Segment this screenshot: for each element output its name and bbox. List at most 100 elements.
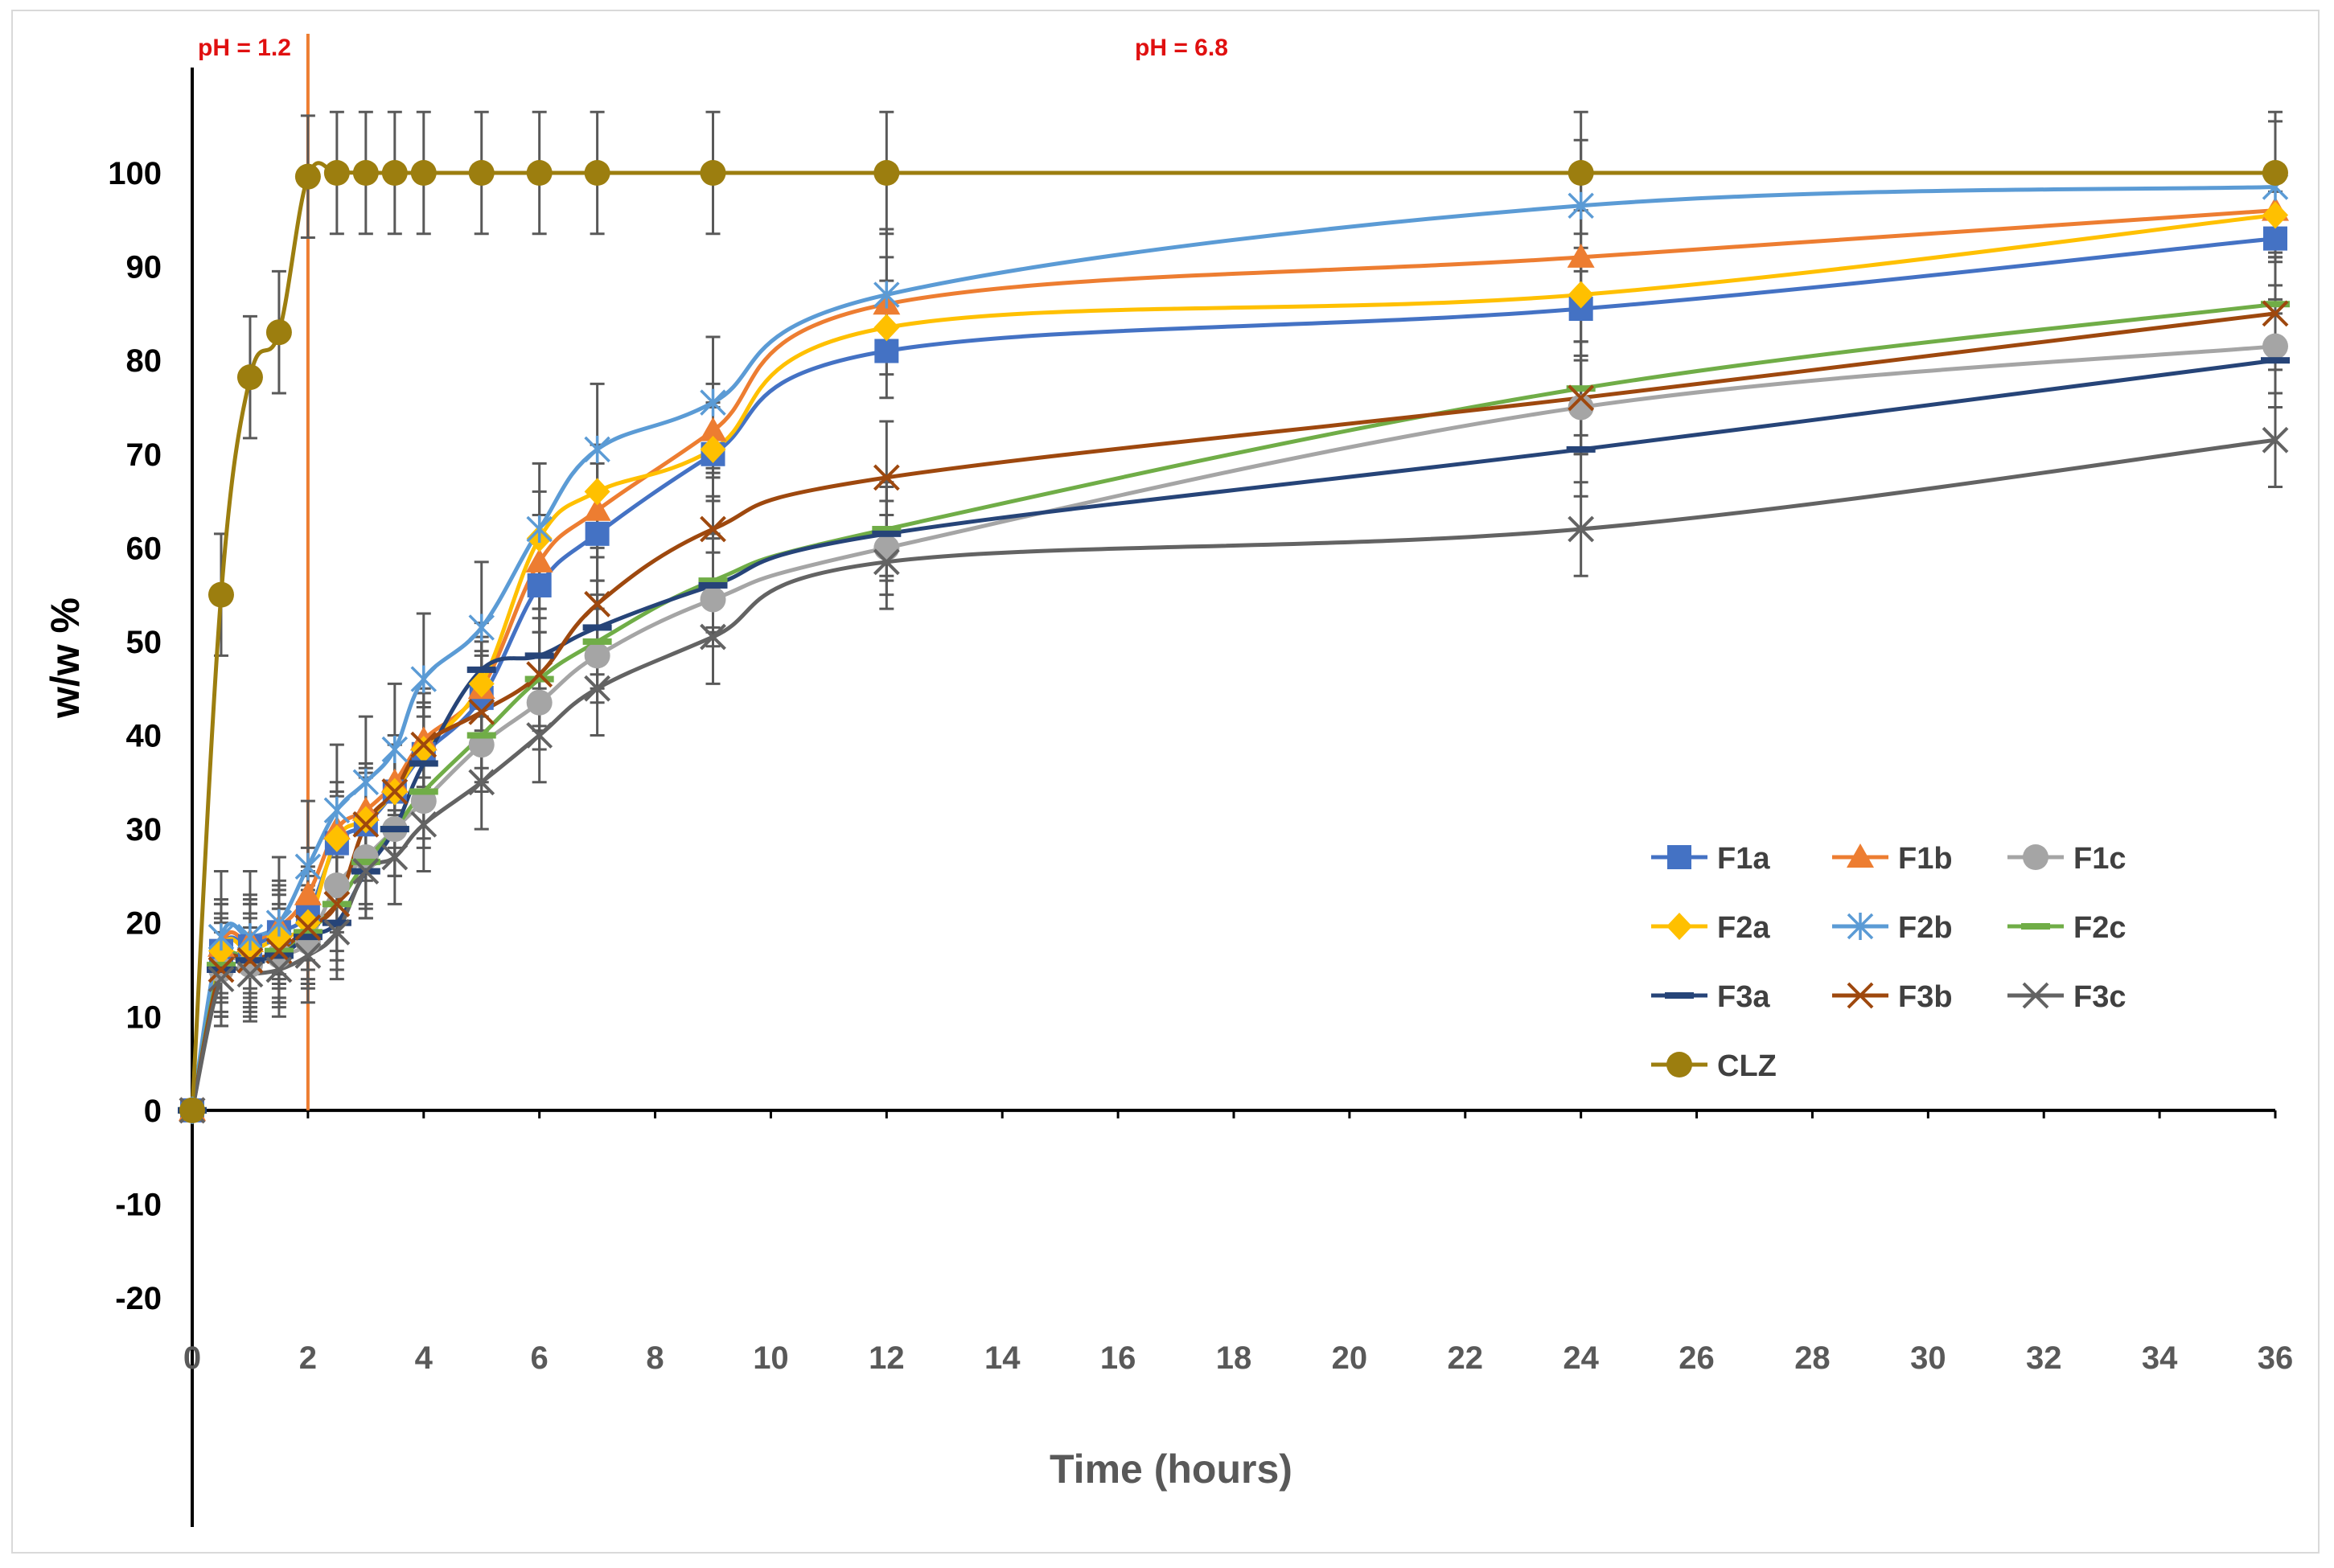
data-point-clz [294, 163, 321, 190]
data-point-f2c [351, 858, 380, 865]
data-point-f1b [583, 496, 611, 521]
legend-marker-f3c [2022, 982, 2049, 1009]
y-tick-label: 80 [126, 343, 162, 379]
legend-marker-f1a [1667, 845, 1691, 869]
legend-label-f1c: F1c [2073, 842, 2126, 876]
x-tick-label: 26 [1679, 1340, 1715, 1376]
data-point-f3b [1568, 384, 1595, 412]
series-line-clz [190, 161, 2275, 1110]
data-point-f3c [294, 942, 322, 969]
data-point-f2b [468, 614, 495, 642]
data-point-clz [584, 160, 610, 186]
legend-marker-f3a [1665, 992, 1694, 999]
data-point-f3a [322, 919, 351, 926]
data-point-f2a [410, 735, 437, 763]
legend-label-f3a: F3a [1717, 980, 1770, 1014]
data-point-f2c [466, 732, 496, 739]
data-point-f1a [527, 573, 552, 597]
legend-marker-f1b [1847, 844, 1874, 868]
data-point-f1b [1567, 243, 1595, 268]
x-tick-label: 22 [1448, 1340, 1484, 1376]
x-tick-label: 8 [646, 1340, 664, 1376]
x-tick-label: 32 [2026, 1340, 2062, 1376]
data-point-f3b [208, 956, 235, 983]
annotation-ph-neutral: pH = 6.8 [1135, 35, 1228, 61]
annotation-ph-acid: pH = 1.2 [198, 35, 291, 61]
data-point-f1c [352, 844, 379, 871]
data-point-f1a [2263, 226, 2287, 251]
data-point-f2b [208, 923, 235, 951]
data-point-f3a [582, 624, 612, 631]
data-point-f3b [2262, 300, 2289, 327]
data-point-clz [265, 319, 292, 346]
data-point-f2b [294, 852, 322, 880]
data-point-f3b [468, 698, 495, 725]
data-point-f3c [208, 966, 235, 993]
legend-label-f3b: F3b [1898, 980, 1953, 1014]
data-point-f2b [526, 515, 553, 544]
data-point-f3b [323, 890, 351, 917]
data-point-f1c [1568, 394, 1594, 421]
data-point-f3c [352, 858, 380, 885]
series-line-f3a [190, 358, 2276, 1111]
data-point-f1b [294, 880, 322, 905]
data-point-clz [468, 160, 495, 186]
legend-item-f2b: F2b [1832, 911, 1953, 945]
data-point-f3b [584, 590, 611, 618]
chart-frame: -20 -10 0 10 20 30 40 50 60 70 80 90 100 0 2 4 6 8 10 12 14 1… [11, 10, 2320, 1554]
series-line-f2a [190, 212, 2276, 1111]
legend-marker-f2a [1666, 913, 1692, 940]
x-tick-label: 14 [984, 1340, 1021, 1376]
data-point-f2b [1568, 191, 1594, 220]
data-point-f1c [2262, 333, 2288, 359]
data-point-f2b [381, 735, 409, 763]
legend-item-f2a: F2a [1651, 911, 1770, 945]
data-point-f2a [323, 824, 350, 852]
data-point-f1c [700, 586, 726, 613]
data-point-f3a [409, 760, 438, 767]
data-point-f2a [1568, 281, 1594, 309]
x-tick-label: 10 [753, 1340, 789, 1376]
data-point-f2c [206, 962, 236, 969]
data-point-clz [2262, 160, 2288, 186]
data-point-f3a [380, 826, 409, 833]
series-line-f1c [190, 344, 2276, 1111]
x-tick-label: 2 [299, 1340, 317, 1376]
y-tick-label: 0 [144, 1094, 162, 1129]
data-point-f3a [524, 652, 554, 659]
data-point-f3a [872, 530, 902, 537]
x-tick-label: 16 [1100, 1340, 1136, 1376]
legend-label-clz: CLZ [1717, 1049, 1777, 1083]
data-point-clz [1568, 160, 1594, 186]
data-point-f2a [873, 314, 900, 342]
data-point-f2a [468, 670, 495, 698]
legend-label-f2b: F2b [1898, 911, 1953, 945]
data-point-f2b [410, 665, 438, 693]
data-point-f3c [584, 675, 611, 702]
data-point-f1b [699, 417, 727, 441]
data-point-f2c [524, 675, 554, 683]
data-point-clz [352, 160, 379, 186]
y-tick-label: 100 [108, 156, 162, 191]
data-point-clz [700, 160, 726, 186]
data-point-f3c [236, 961, 264, 988]
x-tick-label: 34 [2142, 1340, 2178, 1376]
y-tick-label: 70 [126, 437, 162, 473]
series-line-f2c [190, 302, 2276, 1111]
data-point-f3a [698, 581, 728, 589]
data-point-f1c [526, 689, 553, 716]
data-point-f3a [466, 666, 496, 673]
x-tick-label: 30 [1910, 1340, 1946, 1376]
legend-marker-f2c [2021, 923, 2050, 930]
legend-label-f2a: F2a [1717, 911, 1770, 945]
data-point-f3b [294, 914, 322, 941]
data-point-f2c [2261, 301, 2290, 308]
y-tick-label: 50 [126, 625, 162, 660]
data-point-f3b [352, 811, 380, 838]
data-point-clz [526, 160, 553, 186]
x-tick-label: 20 [1332, 1340, 1368, 1376]
legend-item-f3c: F3c [2007, 980, 2126, 1014]
legend-item-f3a: F3a [1651, 980, 1770, 1014]
